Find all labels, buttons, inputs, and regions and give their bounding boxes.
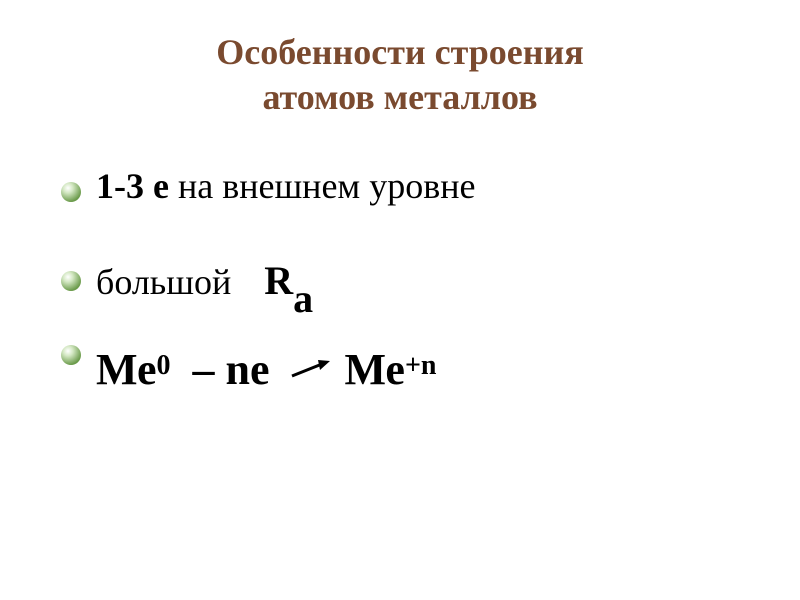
radius-R: R [264, 258, 293, 303]
bullet-2-word: большой [96, 262, 231, 302]
slide-container: Особенности строения атомов металлов 1-3… [0, 0, 800, 600]
bullet-icon [60, 344, 82, 366]
bullet-2-text: большой Rа [96, 257, 313, 304]
bullet-1-text: 1-3 е на внешнем уровне [96, 165, 475, 207]
eq-sup2: +n [405, 350, 437, 382]
bullet-row-3: Ме0 – nе Ме+n [60, 344, 740, 395]
equation: Ме0 – nе Ме+n [96, 344, 437, 395]
bullet-1-bold: 1-3 е [96, 166, 169, 206]
radius-symbol: Rа [264, 257, 313, 304]
eq-me1: Ме [96, 344, 156, 395]
bullet-row-1: 1-3 е на внешнем уровне [60, 165, 740, 207]
slide-title: Особенности строения атомов металлов [60, 30, 740, 120]
eq-sup1: 0 [156, 350, 170, 382]
title-line2: атомов металлов [262, 77, 537, 117]
radius-a: а [293, 276, 313, 321]
bullet-1-rest: на внешнем уровне [169, 166, 475, 206]
bullet-icon [60, 270, 82, 292]
arrow-icon [290, 344, 334, 395]
title-line1: Особенности строения [216, 32, 583, 72]
eq-mid: – nе [170, 344, 280, 395]
eq-me2: Ме [344, 344, 404, 395]
bullet-row-2: большой Rа [60, 257, 740, 304]
bullet-icon [60, 181, 82, 203]
